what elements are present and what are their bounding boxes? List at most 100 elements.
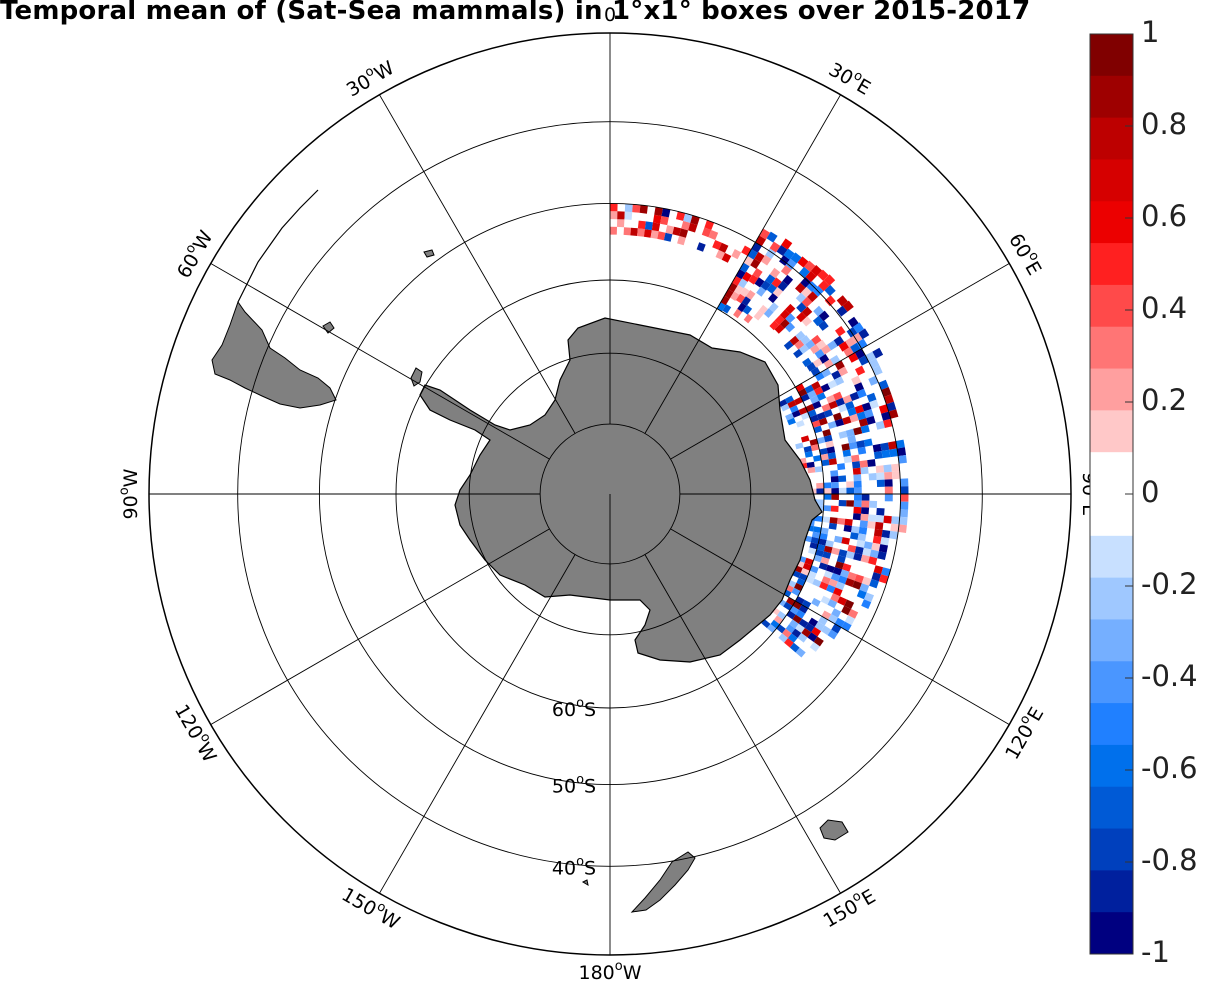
data-cell <box>830 573 841 582</box>
data-cell <box>830 593 840 603</box>
data-cell <box>835 581 845 591</box>
data-cell <box>794 396 804 406</box>
data-cell <box>848 441 858 450</box>
data-cell <box>811 420 821 428</box>
data-cell <box>874 521 884 530</box>
data-cell <box>787 633 798 643</box>
data-cell <box>834 535 843 544</box>
data-cell <box>768 293 778 304</box>
data-cell <box>771 277 782 288</box>
data-cell <box>857 533 867 542</box>
data-cell <box>704 220 715 230</box>
map-title: Temporal mean of (Sat-Sea mammals) in 1°… <box>0 0 1031 26</box>
data-cell <box>779 309 790 320</box>
land-masses <box>211 189 849 913</box>
data-cell <box>738 278 748 289</box>
data-cell <box>810 536 820 544</box>
data-cell <box>889 530 899 540</box>
data-cell <box>754 251 765 263</box>
data-cell <box>821 368 832 378</box>
data-cell <box>809 542 818 550</box>
data-cell <box>786 597 796 606</box>
data-cell <box>899 516 908 526</box>
colorbar-swatch <box>1090 452 1133 495</box>
data-cell <box>794 339 805 350</box>
data-cell <box>889 448 899 458</box>
meridian-line <box>210 528 550 725</box>
data-cell <box>798 618 809 628</box>
meridian-label: 30oW <box>341 54 398 101</box>
data-cell <box>830 505 839 512</box>
data-cell <box>758 304 768 315</box>
data-cell <box>844 518 853 526</box>
data-cell <box>732 276 742 286</box>
data-cell <box>888 409 899 419</box>
data-cell <box>846 487 855 494</box>
data-cell <box>795 282 806 294</box>
graticule <box>149 33 1071 955</box>
meridian-line <box>670 528 1010 725</box>
data-cell <box>820 595 831 605</box>
meridian-line <box>644 94 841 434</box>
data-cell <box>847 316 859 328</box>
data-cell <box>818 310 830 322</box>
data-cell <box>806 362 817 372</box>
data-cell <box>900 478 909 487</box>
data-cell <box>841 537 850 545</box>
data-cell <box>807 632 818 642</box>
data-cell <box>881 529 891 539</box>
data-cell <box>793 348 803 359</box>
colorbar-tick-label: 0.2 <box>1141 383 1187 417</box>
data-cell <box>837 575 848 585</box>
data-cell <box>785 413 794 421</box>
data-cell <box>900 501 909 510</box>
data-cell <box>796 578 806 587</box>
data-cell <box>878 544 888 553</box>
data-cell <box>866 415 876 425</box>
data-cell <box>782 628 792 639</box>
data-cell <box>808 617 819 627</box>
data-cell <box>773 615 784 625</box>
colorbar-swatch <box>1090 744 1133 788</box>
data-cell <box>807 390 817 399</box>
data-cell <box>812 315 824 327</box>
data-cell <box>824 295 836 307</box>
data-cell <box>650 230 659 239</box>
data-cell <box>821 344 832 355</box>
data-cell <box>720 295 730 306</box>
data-cell <box>769 320 780 331</box>
data-cell <box>805 339 816 350</box>
data-cell <box>845 401 855 410</box>
data-cell <box>862 547 872 557</box>
data-cell <box>688 222 698 233</box>
data-cell <box>795 420 805 428</box>
data-cell <box>776 245 788 256</box>
data-cell <box>853 426 863 436</box>
data-cell <box>819 448 828 455</box>
data-cell <box>857 446 867 455</box>
data-cell <box>776 624 786 634</box>
data-cell <box>881 387 892 397</box>
data-cell <box>814 466 823 473</box>
data-cell <box>818 616 828 626</box>
data-cell <box>813 554 823 563</box>
data-cell <box>806 281 818 293</box>
data-cell <box>789 619 799 629</box>
data-cell <box>610 203 618 212</box>
data-cell <box>868 514 877 522</box>
data-cell <box>798 407 808 415</box>
data-cell <box>872 365 883 376</box>
data-cell <box>804 384 814 394</box>
meridian-label: 90oW <box>117 468 142 519</box>
parallel-label: 50oS <box>552 772 596 797</box>
data-cell <box>876 479 885 487</box>
data-cell <box>715 249 725 260</box>
data-cell <box>785 258 797 270</box>
data-cell <box>900 494 909 502</box>
data-cell <box>718 242 729 253</box>
data-cell <box>850 532 859 540</box>
data-cell <box>820 556 830 565</box>
data-cell <box>859 460 868 468</box>
data-cell <box>696 242 706 252</box>
data-cell <box>827 629 838 640</box>
